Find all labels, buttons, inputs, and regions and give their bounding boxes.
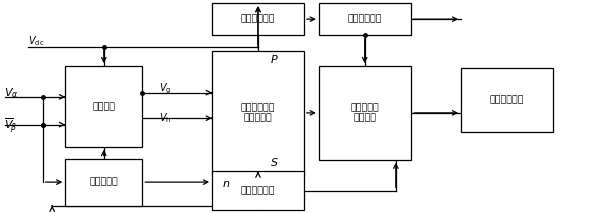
Bar <box>212 51 304 175</box>
Bar <box>65 159 142 206</box>
Bar <box>212 3 304 35</box>
Bar <box>65 66 142 147</box>
Bar <box>461 68 553 132</box>
Text: 组成七段式
开关序列: 组成七段式 开关序列 <box>350 103 379 123</box>
Text: $V_{\alpha}$: $V_{\alpha}$ <box>4 86 18 99</box>
Text: $S$: $S$ <box>270 156 279 168</box>
Text: $n$: $n$ <box>222 179 230 189</box>
Text: 选择开关状态: 选择开关状态 <box>241 186 275 195</box>
Text: 输出控制脉冲: 输出控制脉冲 <box>490 96 524 105</box>
Text: $V_{\rm h}$: $V_{\rm h}$ <box>159 111 171 125</box>
Text: 确定小扇区的
序号和类型: 确定小扇区的 序号和类型 <box>241 103 275 123</box>
Bar <box>319 3 410 35</box>
Text: $V_{\rm dc}$: $V_{\rm dc}$ <box>28 35 44 48</box>
Text: $V_{\rm g}$: $V_{\rm g}$ <box>159 81 171 96</box>
Text: 分配作用时间: 分配作用时间 <box>347 15 382 24</box>
Text: 大扇区判断: 大扇区判断 <box>90 178 118 187</box>
Bar <box>212 171 304 210</box>
Text: 计算作用时间: 计算作用时间 <box>241 15 275 24</box>
Text: 坐标变换: 坐标变换 <box>93 102 115 111</box>
Bar <box>319 66 410 160</box>
Text: $\overline{V}_{\!\beta}$: $\overline{V}_{\!\beta}$ <box>4 117 17 136</box>
Text: $P$: $P$ <box>270 53 279 65</box>
